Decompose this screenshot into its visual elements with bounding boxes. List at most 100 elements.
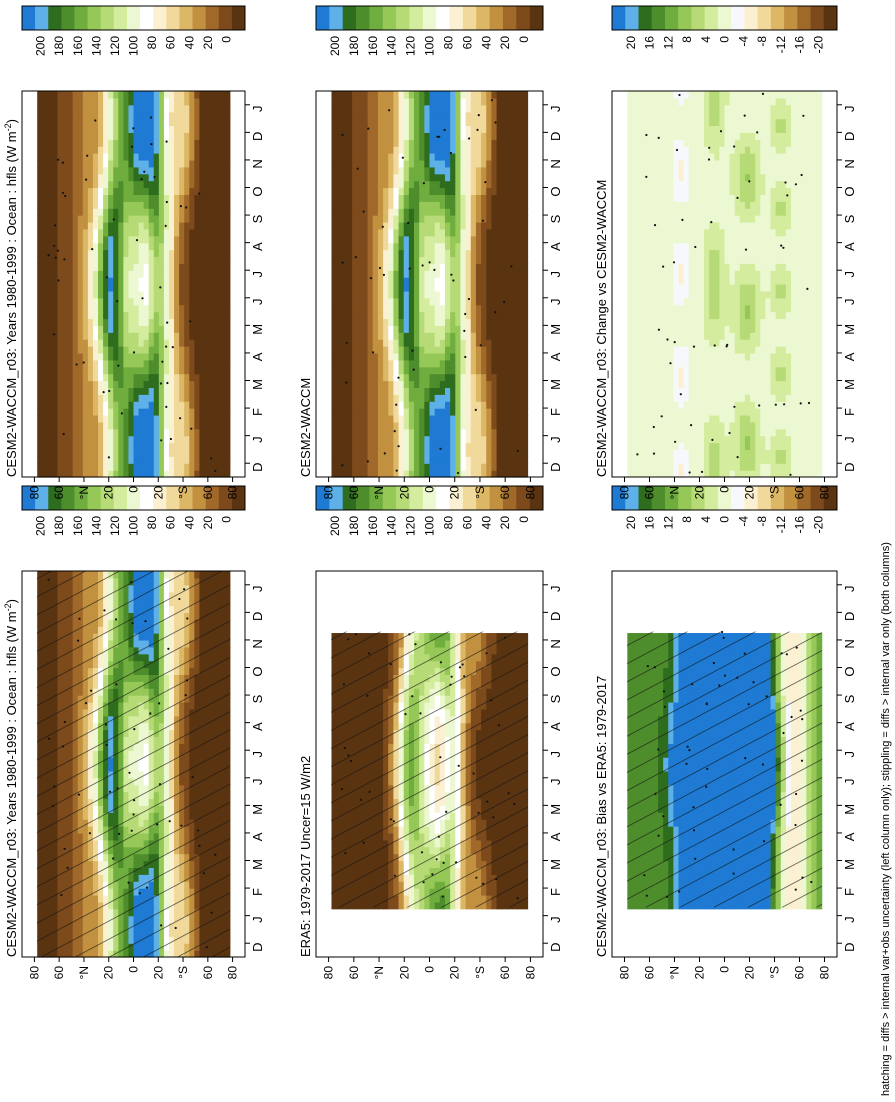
heatmap-cell bbox=[128, 235, 135, 244]
heatmap-cell bbox=[47, 159, 54, 168]
heatmap-cell bbox=[62, 118, 69, 127]
heatmap-cell bbox=[113, 242, 119, 251]
month-tick-label: J bbox=[250, 106, 265, 113]
heatmap-cell bbox=[224, 153, 231, 161]
heatmap-cell bbox=[204, 387, 211, 395]
heatmap-cell bbox=[138, 215, 145, 223]
stipple-dot bbox=[64, 194, 67, 198]
heatmap-cell bbox=[57, 270, 64, 278]
heatmap-cell bbox=[52, 256, 59, 264]
heatmap-cell bbox=[87, 125, 94, 133]
heatmap-cell bbox=[168, 470, 175, 478]
heatmap-cell bbox=[82, 456, 89, 464]
heatmap-cell bbox=[87, 325, 94, 333]
heatmap-cell bbox=[214, 311, 221, 320]
heatmap-cell bbox=[98, 146, 104, 154]
heatmap-cell bbox=[209, 270, 216, 278]
heatmap-cell bbox=[214, 242, 221, 251]
heatmap-cell bbox=[47, 352, 54, 361]
heatmap-cell bbox=[108, 125, 114, 133]
heatmap-cell bbox=[62, 346, 69, 354]
heatmap-cell bbox=[204, 421, 211, 430]
heatmap-cell bbox=[184, 456, 190, 464]
heatmap-cell bbox=[179, 380, 185, 388]
heatmap-cell bbox=[98, 463, 104, 471]
heatmap-cells bbox=[37, 91, 231, 478]
heatmap-cell bbox=[62, 180, 69, 189]
heatmap-cell bbox=[47, 463, 54, 471]
heatmap-cell bbox=[163, 270, 170, 278]
heatmap-cell bbox=[67, 159, 74, 168]
heatmap-cell bbox=[72, 332, 79, 340]
heatmap-cell bbox=[118, 366, 124, 375]
heatmap-cell bbox=[82, 449, 89, 457]
heatmap-cell bbox=[143, 228, 150, 237]
heatmap-cell bbox=[72, 173, 79, 182]
heatmap-cell bbox=[219, 366, 226, 375]
heatmap-cell bbox=[153, 435, 160, 444]
heatmap-cell bbox=[67, 339, 74, 347]
heatmap-cell bbox=[42, 221, 48, 230]
heatmap-cell bbox=[52, 228, 59, 237]
heatmap-cell bbox=[148, 463, 155, 471]
heatmap-cell bbox=[163, 456, 170, 464]
heatmap-cell bbox=[67, 352, 74, 361]
heatmap-cell bbox=[179, 139, 185, 147]
colorbar-label: 0 bbox=[219, 36, 233, 43]
heatmap-cell bbox=[42, 408, 48, 416]
heatmap-cell bbox=[98, 256, 104, 264]
heatmap-cell bbox=[184, 97, 190, 106]
heatmap-cell bbox=[62, 139, 69, 147]
heatmap-cell bbox=[214, 387, 221, 395]
heatmap-cell bbox=[98, 366, 104, 375]
heatmap-cell bbox=[194, 166, 200, 175]
heatmap-cell bbox=[148, 408, 155, 416]
heatmap-cell bbox=[52, 201, 59, 209]
heatmap-cell bbox=[98, 414, 104, 423]
heatmap-cell bbox=[158, 111, 165, 120]
heatmap-cell bbox=[62, 463, 69, 471]
heatmap-cell bbox=[98, 180, 104, 189]
heatmap-cell bbox=[143, 394, 150, 402]
heatmap-cell bbox=[184, 118, 190, 127]
heatmap-cell bbox=[189, 132, 195, 140]
heatmap-cell bbox=[184, 228, 190, 237]
heatmap-cell bbox=[174, 442, 180, 451]
heatmap-cell bbox=[98, 215, 104, 223]
heatmap-cell bbox=[174, 132, 180, 140]
heatmap-cell bbox=[77, 159, 84, 168]
heatmap-cell bbox=[219, 249, 226, 258]
heatmap-cell bbox=[67, 201, 74, 209]
heatmap-cell bbox=[57, 104, 64, 113]
heatmap-cell bbox=[52, 290, 59, 299]
heatmap-cell bbox=[199, 159, 206, 168]
heatmap-cell bbox=[123, 166, 130, 175]
heatmap-cell bbox=[138, 270, 145, 278]
heatmap-cell bbox=[138, 401, 145, 409]
heatmap-cell bbox=[82, 387, 89, 395]
heatmap-cell bbox=[214, 111, 221, 120]
heatmap-cell bbox=[214, 408, 221, 416]
heatmap-cell bbox=[42, 311, 48, 320]
colorbar-swatch bbox=[166, 486, 180, 510]
heatmap-cell bbox=[168, 277, 175, 285]
heatmap-cell bbox=[92, 139, 99, 147]
heatmap-cell bbox=[138, 256, 145, 264]
heatmap-cell bbox=[103, 380, 109, 388]
heatmap-cell bbox=[72, 194, 79, 202]
heatmap-cell bbox=[87, 111, 94, 120]
heatmap-cell bbox=[103, 221, 109, 230]
heatmap-cell bbox=[103, 256, 109, 264]
heatmap-cell bbox=[113, 428, 119, 437]
heatmap-cell bbox=[47, 146, 54, 154]
heatmap-cell bbox=[128, 159, 135, 168]
heatmap-cell bbox=[57, 401, 64, 409]
heatmap-cell bbox=[108, 290, 114, 299]
heatmap-cell bbox=[204, 414, 211, 423]
heatmap-cell bbox=[204, 394, 211, 402]
heatmap-cell bbox=[163, 263, 170, 271]
month-tick-label: M bbox=[250, 324, 265, 335]
heatmap-cell bbox=[87, 442, 94, 451]
heatmap-cell bbox=[92, 442, 99, 451]
heatmap-cell bbox=[224, 139, 231, 147]
